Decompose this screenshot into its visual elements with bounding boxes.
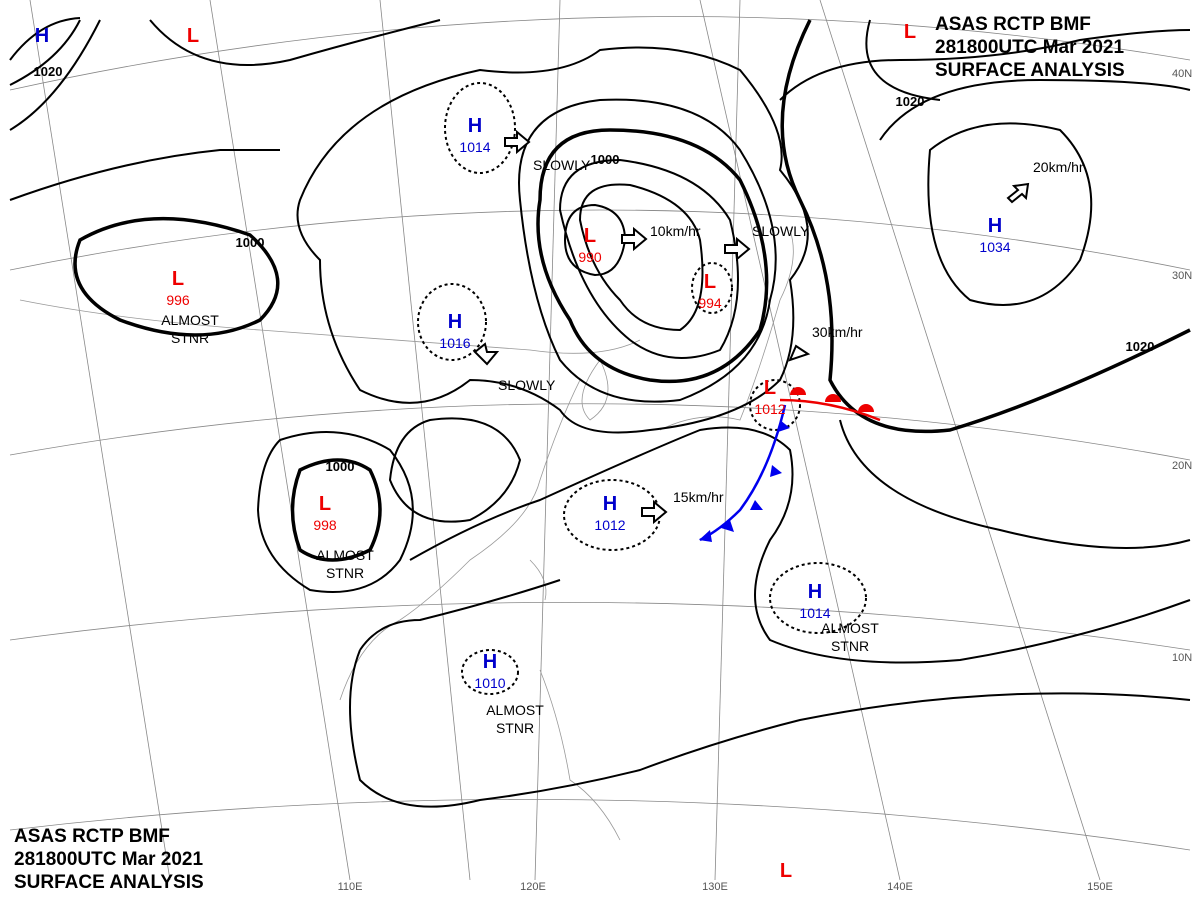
note-text: STNR [326,565,364,581]
header-line: SURFACE ANALYSIS [935,60,1125,81]
center-symbol: H [448,311,462,333]
note-text: ALMOST [821,620,879,636]
coastlines [19,229,794,841]
center-symbol: H [468,115,482,137]
latitude-label: 30N [1172,270,1192,282]
header-line: SURFACE ANALYSIS [14,872,204,893]
header-line: ASAS RCTP BMF [935,14,1091,35]
center-symbol: L [584,225,596,247]
isobar-label: 1000 [236,235,265,250]
center-pressure: 1014 [799,605,830,621]
fronts [699,387,881,542]
longitude-label: 150E [1087,881,1113,893]
latitude-label: 20N [1172,460,1192,472]
isobar-label: 1000 [591,152,620,167]
center-symbol: L [187,25,199,47]
center-pressure: 990 [578,249,602,265]
note-text: ALMOST [486,702,544,718]
center-pressure: 1034 [979,239,1010,255]
isobar-label: 1000 [326,459,355,474]
motion-text: SLOWLY [752,223,810,239]
center-symbol: L [780,860,792,882]
center-symbol: L [704,271,716,293]
center-symbol: H [603,493,617,515]
center-pressure: 996 [166,292,190,308]
center-symbol: L [904,21,916,43]
motion-text: 20km/hr [1033,159,1084,175]
motion-text: 30km/hr [812,324,863,340]
center-symbol: L [764,377,776,399]
header-line: 281800UTC Mar 2021 [14,849,203,870]
note-text: ALMOST [161,312,219,328]
longitude-label: 120E [520,881,546,893]
header-line: ASAS RCTP BMF [14,826,170,847]
center-symbol: H [988,215,1002,237]
header-line: 281800UTC Mar 2021 [935,37,1124,58]
center-pressure: 1016 [439,335,470,351]
center-symbol: L [172,268,184,290]
motion-text: 10km/hr [650,223,701,239]
center-pressure: 1012 [594,517,625,533]
motion-text: SLOWLY [498,377,556,393]
longitude-label: 140E [887,881,913,893]
note-text: ALMOST [316,547,374,563]
isobar-label: 1020 [34,64,63,79]
center-symbol: L [319,493,331,515]
isobar-label: 1020 [896,94,925,109]
note-text: STNR [496,720,534,736]
motion-text: SLOWLY [533,157,591,173]
motion-arrows [473,129,1030,525]
center-symbol: H [808,581,822,603]
note-text: STNR [171,330,209,346]
latitude-label: 40N [1172,68,1192,80]
center-pressure: 1010 [474,675,505,691]
motion-text: 15km/hr [673,489,724,505]
center-pressure: 1014 [459,139,490,155]
center-pressure: 994 [698,295,722,311]
center-pressure: 998 [313,517,337,533]
latitude-label: 10N [1172,652,1192,664]
center-symbol: H [35,25,49,47]
longitude-label: 130E [702,881,728,893]
isobars [9,17,1191,808]
center-symbol: H [483,651,497,673]
center-pressure: 1012 [754,401,785,417]
note-text: STNR [831,638,869,654]
longitude-label: 110E [338,881,363,893]
isobar-label: 1020 [1126,339,1155,354]
